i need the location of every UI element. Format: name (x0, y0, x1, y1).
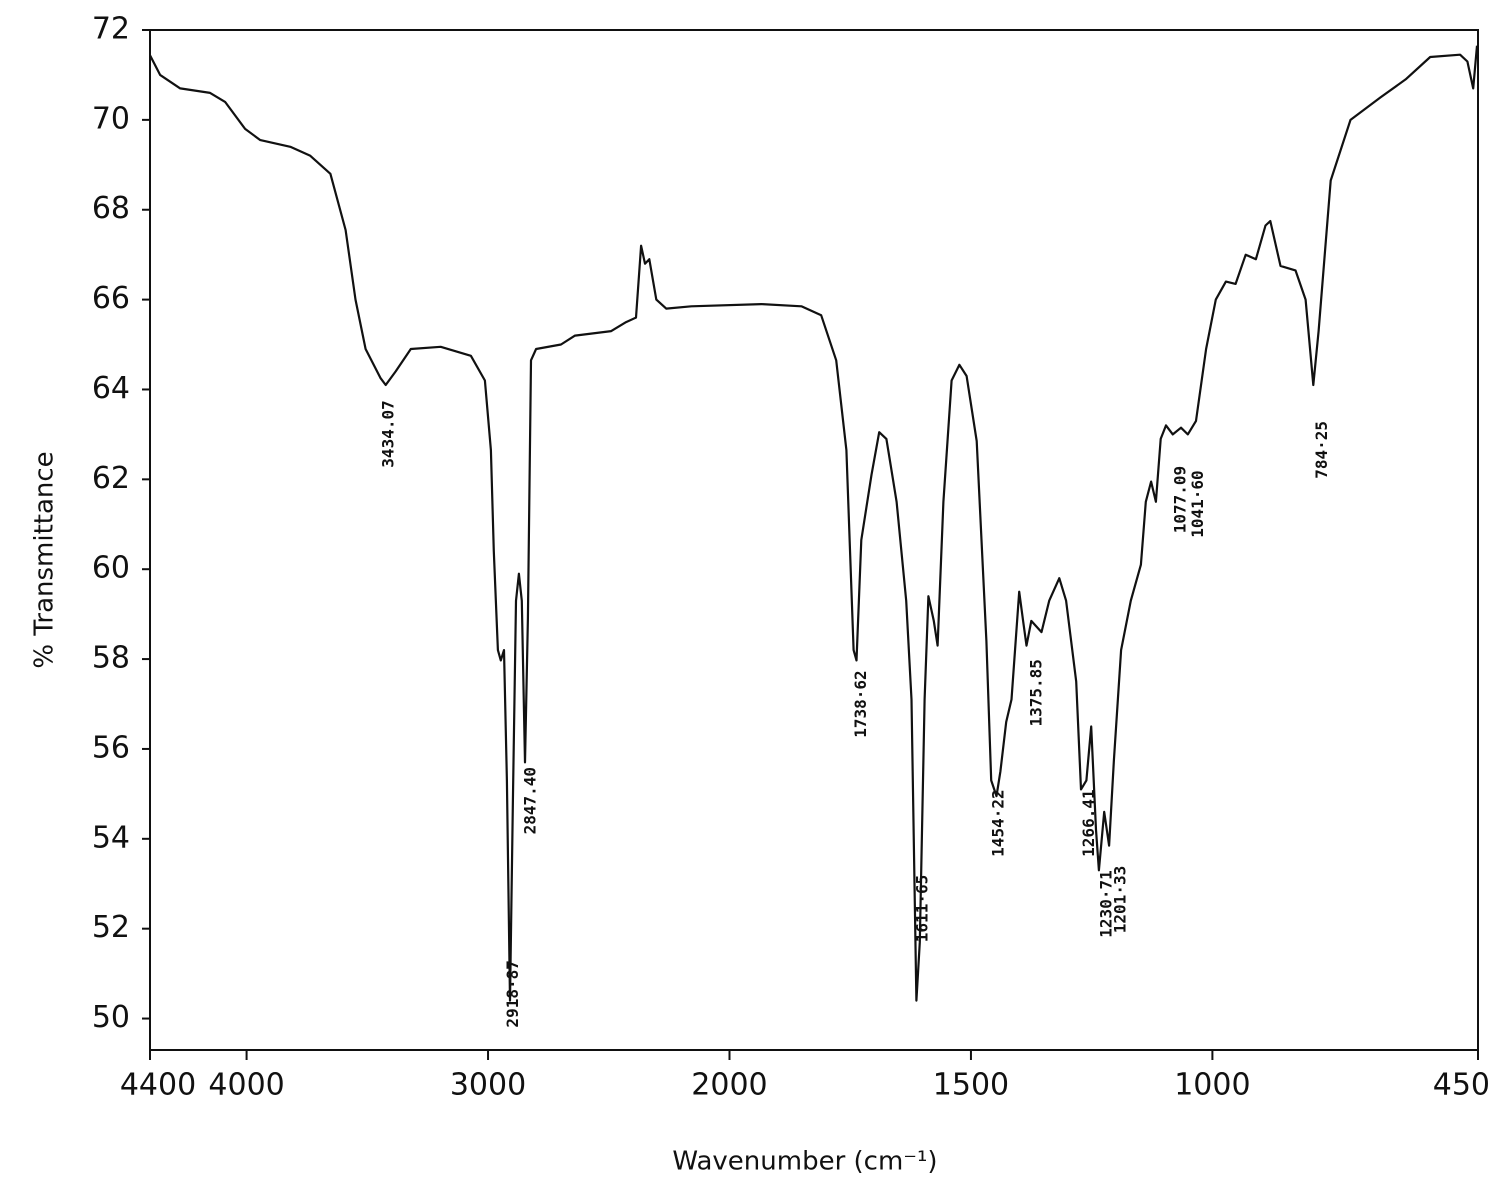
peak-label: 2918·87 (503, 960, 522, 1027)
peak-label: 2847.40 (520, 767, 539, 834)
x-axis-title: Wavenumber (cm⁻¹) (672, 1147, 937, 1177)
peak-label: 784·25 (1312, 421, 1331, 479)
plot-frame (149, 29, 1479, 1051)
y-tick-label: 52 (92, 910, 130, 945)
peak-label: 1230·71 (1096, 870, 1115, 937)
x-tick-label: 2000 (691, 1068, 767, 1103)
y-tick-label: 68 (92, 191, 130, 226)
x-tick-label: 1500 (933, 1068, 1009, 1103)
peak-label: 1738·62 (851, 670, 870, 737)
x-tick-label: 450 (1433, 1068, 1490, 1103)
y-tick-label: 50 (92, 1000, 130, 1035)
y-tick-label: 54 (92, 820, 130, 855)
peak-label: 1266.41 (1079, 789, 1098, 856)
y-tick-label: 64 (92, 371, 130, 406)
x-tick-label: 4000 (208, 1068, 284, 1103)
peak-label: 1041·60 (1188, 470, 1207, 537)
peak-label: 1454·22 (989, 789, 1008, 856)
y-axis-title: % Transmittance (30, 451, 60, 668)
y-tick-label: 72 (92, 12, 130, 47)
y-tick-label: 62 (92, 461, 130, 496)
spectrum-line (149, 45, 1479, 1002)
peak-label: 3434.07 (379, 400, 398, 467)
y-tick-label: 66 (92, 281, 130, 316)
y-tick-label: 58 (92, 641, 130, 676)
peak-label: 1375.85 (1026, 659, 1045, 726)
peak-label: 1201·33 (1111, 866, 1130, 933)
y-tick-label: 70 (92, 101, 130, 136)
x-tick-label: 3000 (450, 1068, 526, 1103)
y-tick-label: 56 (92, 730, 130, 765)
peak-label: 1077.09 (1171, 466, 1190, 533)
peak-label: 1611·65 (913, 875, 932, 942)
x-tick-label: 1000 (1174, 1068, 1250, 1103)
y-tick-label: 60 (92, 551, 130, 586)
x-tick-label: 4400 (120, 1068, 196, 1103)
